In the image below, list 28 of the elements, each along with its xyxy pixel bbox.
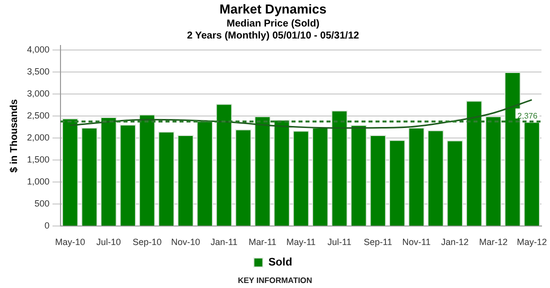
y-tick-label: 2,500 [26, 110, 50, 121]
x-tick-label: Jul-11 [328, 237, 352, 248]
x-tick-label: May-10 [55, 237, 86, 248]
x-tick-label: Nov-10 [171, 237, 200, 248]
y-tick-label: 3,500 [26, 66, 50, 77]
chart-subtitle: Median Price (Sold) 2 Years (Monthly) 05/01/10 - 05/31/12 [186, 18, 360, 42]
x-tick-label: Jan-11 [210, 237, 238, 248]
x-tick-label: May-11 [286, 237, 316, 248]
y-tick-label: 500 [34, 198, 50, 209]
x-tick-label: Jan-12 [441, 237, 469, 248]
y-tick-label: 1,000 [26, 176, 50, 187]
x-tick-label: Jul-10 [96, 237, 121, 248]
x-tick-label: Sep-11 [364, 237, 392, 248]
x-tick-label: May-12 [516, 237, 547, 248]
x-tick-label: Sep-10 [132, 237, 162, 248]
y-tick-label: 1,500 [26, 154, 50, 165]
x-tick-label: Nov-11 [402, 237, 431, 248]
y-tick-label: 4,000 [26, 44, 50, 54]
text: KEY INFORMATION [236, 276, 314, 285]
ref-line-label: 2,376 [517, 112, 538, 121]
chart-title: Market Dynamics [220, 1, 326, 16]
x-tick-label: Mar-11 [248, 237, 276, 248]
legend-label: Sold [268, 256, 292, 269]
x-tick-label: Mar-12 [479, 237, 508, 248]
y-tick-label: 2,000 [26, 132, 50, 143]
y-axis-title: $ in Thousands [8, 98, 20, 173]
y-tick-label: 0 [44, 220, 50, 231]
y-tick-label: 3,000 [26, 88, 50, 99]
